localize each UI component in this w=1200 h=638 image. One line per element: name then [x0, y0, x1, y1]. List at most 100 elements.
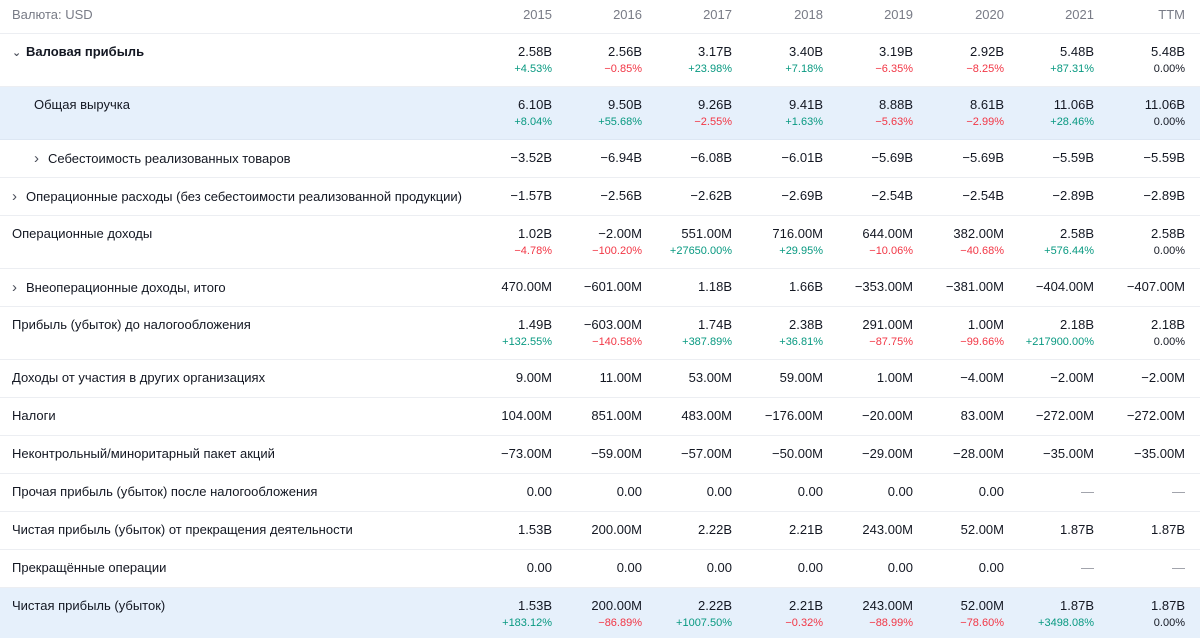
table-cell: 2.38B +36.81%: [733, 317, 823, 350]
cell-value: 470.00M: [501, 279, 552, 294]
table-cell: −381.00M: [914, 279, 1004, 295]
column-header: 2015: [523, 7, 552, 22]
cell-change: +132.55%: [502, 336, 552, 348]
cell-change: −0.32%: [785, 617, 823, 629]
table-cell: 1.18B: [642, 279, 732, 295]
cell-value: 2.22B: [698, 522, 732, 537]
cell-change: −99.66%: [960, 336, 1004, 348]
cell-value: 52.00M: [960, 522, 1004, 537]
chevron-right-icon[interactable]: ›: [34, 150, 39, 167]
cell-value: 382.00M: [953, 226, 1004, 241]
table-cell: −353.00M: [823, 279, 913, 295]
row-label-cell[interactable]: ⌄ Валовая прибыль: [12, 44, 144, 59]
table-cell: −2.54B: [823, 188, 913, 204]
table-cell: 53.00M: [642, 370, 732, 386]
cell-value: 0.00: [887, 484, 913, 499]
row-label: Общая выручка: [34, 97, 130, 112]
cell-value: 1.66B: [789, 279, 823, 294]
chevron-down-icon[interactable]: ⌄: [12, 47, 22, 59]
column-header: 2019: [884, 7, 913, 22]
table-row: Прекращённые операции 0.00 0.00 0.00 0.00 0.0…: [0, 550, 1200, 588]
column-header: 2017: [703, 7, 732, 22]
cell-change: +1007.50%: [676, 617, 732, 629]
table-cell: 1.74B +387.89%: [642, 317, 732, 350]
column-header: 2020: [975, 7, 1004, 22]
cell-value: 716.00M: [772, 226, 823, 241]
table-row[interactable]: ⌄ Валовая прибыль 2.58B +4.53% 2.56B −0.85% 3.…: [0, 34, 1200, 87]
table-cell: −2.00M: [1004, 370, 1094, 386]
cell-value: −2.89B: [1052, 188, 1094, 203]
table-cell: 104.00M: [462, 408, 552, 424]
table-cell: −6.08B: [642, 150, 732, 166]
table-cell: −6.01B: [733, 150, 823, 166]
table-cell: 1.87B 0.00%: [1095, 598, 1185, 631]
cell-value: 243.00M: [862, 522, 913, 537]
cell-value: 0.00: [706, 560, 732, 575]
chevron-right-icon[interactable]: ›: [12, 188, 17, 205]
cell-value: −59.00M: [591, 446, 642, 461]
cell-value: 52.00M: [960, 598, 1004, 613]
chevron-right-icon[interactable]: ›: [12, 279, 17, 296]
cell-value: −603.00M: [583, 317, 642, 332]
row-label-cell: Общая выручка: [34, 97, 130, 112]
table-cell: 483.00M: [642, 408, 732, 424]
table-cell: −5.59B: [1095, 150, 1185, 166]
cell-value: 11.06B: [1053, 97, 1094, 112]
table-row[interactable]: › Внеоперационные доходы, итого 470.00M −60…: [0, 269, 1200, 307]
cell-value: 2.18B: [1060, 317, 1094, 332]
cell-value: 291.00M: [862, 317, 913, 332]
cell-value: −6.01B: [781, 150, 823, 165]
table-row[interactable]: › Себестоимость реализованных товаров −3.5…: [0, 140, 1200, 178]
row-label-cell[interactable]: › Внеоперационные доходы, итого: [12, 279, 226, 296]
cell-change: −2.55%: [694, 116, 732, 128]
table-row: Доходы от участия в других организациях 9…: [0, 360, 1200, 398]
cell-change: −86.89%: [598, 617, 642, 629]
cell-value: 2.92B: [970, 44, 1004, 59]
table-cell: 1.00M: [823, 370, 913, 386]
table-cell: −59.00M: [552, 446, 642, 462]
cell-change: 0.00%: [1153, 617, 1185, 629]
cell-value: 0.00: [978, 484, 1004, 499]
cell-value: −4.00M: [960, 370, 1004, 385]
table-cell: 0.00: [823, 560, 913, 576]
table-cell: −2.89B: [1095, 188, 1185, 204]
cell-value: 0.00: [978, 560, 1004, 575]
cell-value: −407.00M: [1126, 279, 1185, 294]
table-cell: 291.00M −87.75%: [823, 317, 913, 350]
table-cell: −176.00M: [733, 408, 823, 424]
row-label-cell[interactable]: › Себестоимость реализованных товаров: [34, 150, 291, 167]
currency-label: Валюта: USD: [12, 7, 93, 22]
table-cell: 0.00: [642, 560, 732, 576]
cell-change: −88.99%: [869, 617, 913, 629]
column-header: TTM: [1158, 7, 1185, 22]
cell-change: +8.04%: [514, 116, 552, 128]
table-row[interactable]: › Операционные расходы (без себестоимости…: [0, 178, 1200, 216]
cell-change: −100.20%: [592, 245, 642, 257]
cell-value: 0.00: [706, 484, 732, 499]
cell-value: −35.00M: [1134, 446, 1185, 461]
cell-value: 2.58B: [1151, 226, 1185, 241]
table-cell: −29.00M: [823, 446, 913, 462]
cell-value: 2.21B: [789, 598, 823, 613]
cell-value: −353.00M: [854, 279, 913, 294]
cell-value: −50.00M: [772, 446, 823, 461]
cell-value: 2.21B: [789, 522, 823, 537]
cell-value: 9.41B: [789, 97, 823, 112]
table-cell: 52.00M −78.60%: [914, 598, 1004, 631]
row-label-cell[interactable]: › Операционные расходы (без себестоимости…: [12, 188, 462, 205]
table-cell: 3.40B +7.18%: [733, 44, 823, 77]
table-cell: 1.87B +3498.08%: [1004, 598, 1094, 631]
table-cell: −73.00M: [462, 446, 552, 462]
table-row: Операционные доходы 1.02B −4.78% −2.00M −100…: [0, 216, 1200, 269]
table-cell: 11.06B 0.00%: [1095, 97, 1185, 130]
cell-value: 1.49B: [518, 317, 552, 332]
table-cell: 8.61B −2.99%: [914, 97, 1004, 130]
table-cell: −3.52B: [462, 150, 552, 166]
table-cell: 644.00M −10.06%: [823, 226, 913, 259]
table-cell: 243.00M: [823, 522, 913, 538]
cell-change: −8.25%: [966, 63, 1004, 75]
cell-change: +576.44%: [1044, 245, 1094, 257]
table-cell: 6.10B +8.04%: [462, 97, 552, 130]
table-cell: 1.66B: [733, 279, 823, 295]
cell-value: −6.08B: [690, 150, 732, 165]
